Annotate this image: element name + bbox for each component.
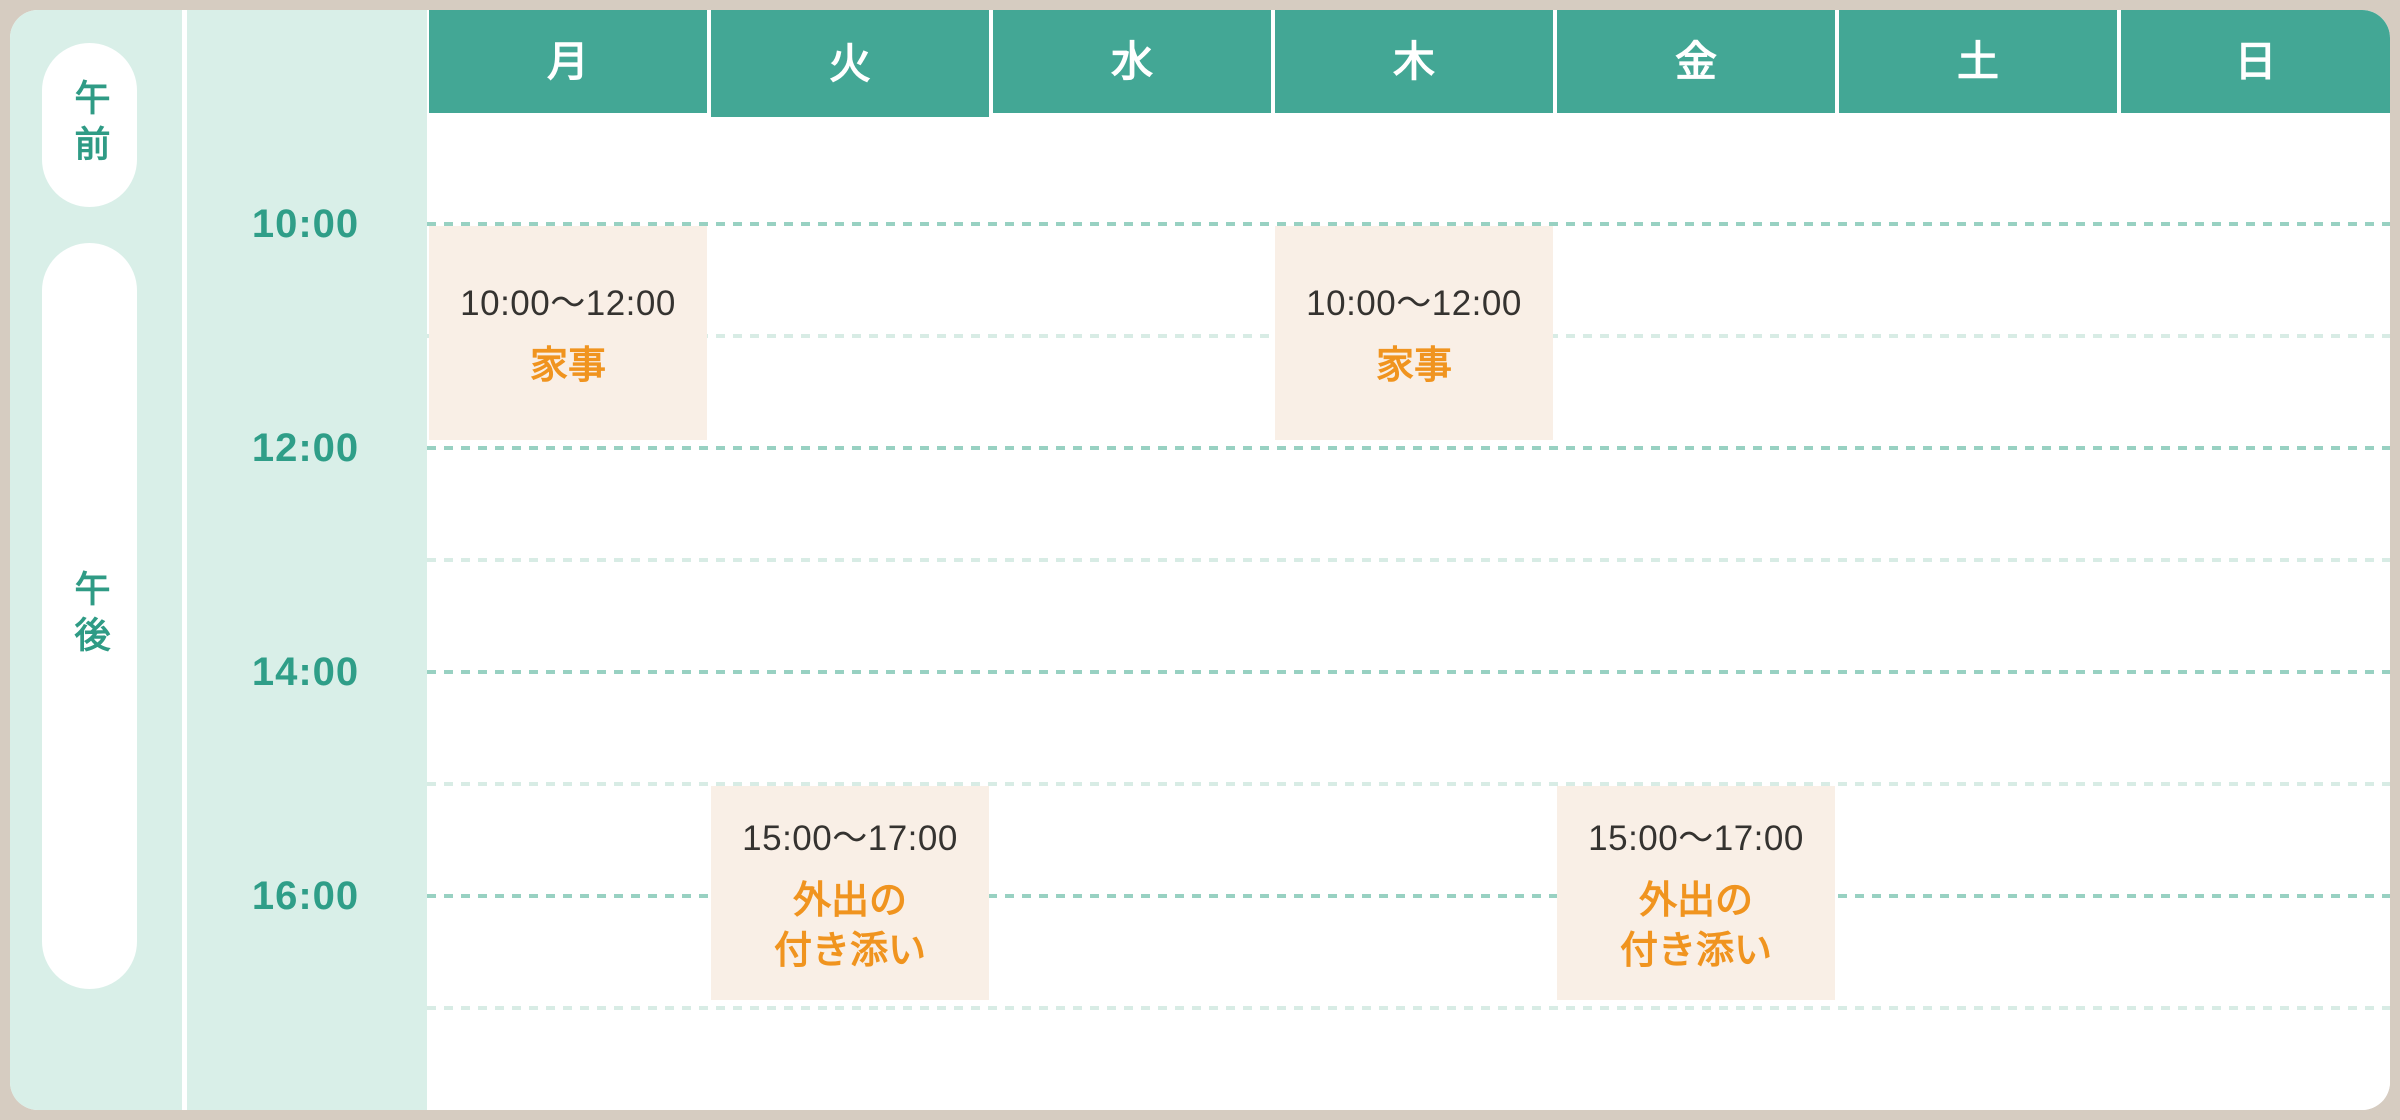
event-title: 家事 — [529, 344, 606, 387]
period-label-am: 午前 — [69, 79, 111, 171]
hour-line-17 — [427, 1006, 2390, 1010]
time-axis-label-10: 10:00 — [251, 202, 360, 246]
schedule-card: 午前 午後 10:00 12:00 14:00 16:00 月 火 水 木 金 … — [10, 10, 2390, 1110]
event-time-range: 15:00〜17:00 — [1588, 819, 1804, 859]
hour-line-14 — [427, 670, 2390, 674]
period-label-pm: 午後 — [69, 570, 111, 662]
period-pill-pm: 午後 — [42, 243, 137, 989]
hour-line-12 — [427, 446, 2390, 450]
event-title: 外出の 付き添い — [1619, 880, 1772, 972]
day-header-tue[interactable]: 火 — [711, 10, 989, 117]
day-header-wed-label: 水 — [1110, 38, 1153, 85]
day-header-wed[interactable]: 水 — [993, 10, 1271, 113]
panel-divider — [182, 10, 187, 1110]
day-header-tue-label: 火 — [828, 40, 871, 87]
event-title: 家事 — [1375, 344, 1452, 387]
day-header-mon-label: 月 — [546, 38, 589, 85]
day-header-sat[interactable]: 土 — [1839, 10, 2117, 113]
hour-line-16 — [427, 894, 2390, 898]
hour-line-10 — [427, 222, 2390, 226]
day-header-sun[interactable]: 日 — [2121, 10, 2390, 113]
period-pill-am: 午前 — [42, 43, 137, 207]
event-block-mon-housework[interactable]: 10:00〜12:00 家事 — [429, 226, 707, 440]
day-header-thu[interactable]: 木 — [1275, 10, 1553, 113]
time-axis-panel: 午前 午後 10:00 12:00 14:00 16:00 — [10, 10, 427, 1110]
day-header-fri-label: 金 — [1674, 38, 1717, 85]
event-block-fri-outing[interactable]: 15:00〜17:00 外出の 付き添い — [1557, 786, 1835, 1000]
day-header-sun-label: 日 — [2234, 38, 2277, 85]
hour-line-15 — [427, 782, 2390, 786]
day-header-mon[interactable]: 月 — [429, 10, 707, 113]
event-time-range: 10:00〜12:00 — [1306, 283, 1522, 323]
time-axis-label-16: 16:00 — [251, 874, 360, 918]
day-header-fri[interactable]: 金 — [1557, 10, 1835, 113]
hour-line-13 — [427, 558, 2390, 562]
day-header-thu-label: 木 — [1392, 38, 1435, 85]
event-time-range: 15:00〜17:00 — [742, 819, 958, 859]
time-axis-label-14: 14:00 — [251, 650, 360, 694]
event-block-thu-housework[interactable]: 10:00〜12:00 家事 — [1275, 226, 1553, 440]
event-title: 外出の 付き添い — [773, 880, 926, 972]
day-header-sat-label: 土 — [1956, 38, 1999, 85]
event-block-tue-outing[interactable]: 15:00〜17:00 外出の 付き添い — [711, 786, 989, 1000]
time-axis-label-12: 12:00 — [251, 426, 360, 470]
week-grid: 月 火 水 木 金 土 日 10:00〜12:00 家事 — [427, 10, 2390, 1110]
event-time-range: 10:00〜12:00 — [460, 283, 676, 323]
